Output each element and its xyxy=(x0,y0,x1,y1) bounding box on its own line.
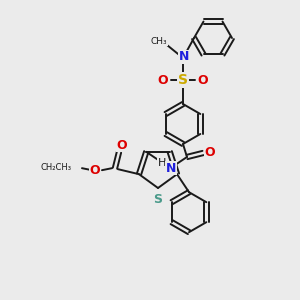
Text: S: S xyxy=(154,193,163,206)
Text: CH₂CH₃: CH₂CH₃ xyxy=(41,163,72,172)
Text: O: O xyxy=(205,146,215,158)
Text: CH₃: CH₃ xyxy=(151,37,167,46)
Text: O: O xyxy=(90,164,100,177)
Text: N: N xyxy=(166,161,176,175)
Text: S: S xyxy=(178,73,188,87)
Text: O: O xyxy=(117,139,127,152)
Text: H: H xyxy=(158,158,166,168)
Text: O: O xyxy=(198,74,208,86)
Text: O: O xyxy=(158,74,168,86)
Text: N: N xyxy=(179,50,189,64)
